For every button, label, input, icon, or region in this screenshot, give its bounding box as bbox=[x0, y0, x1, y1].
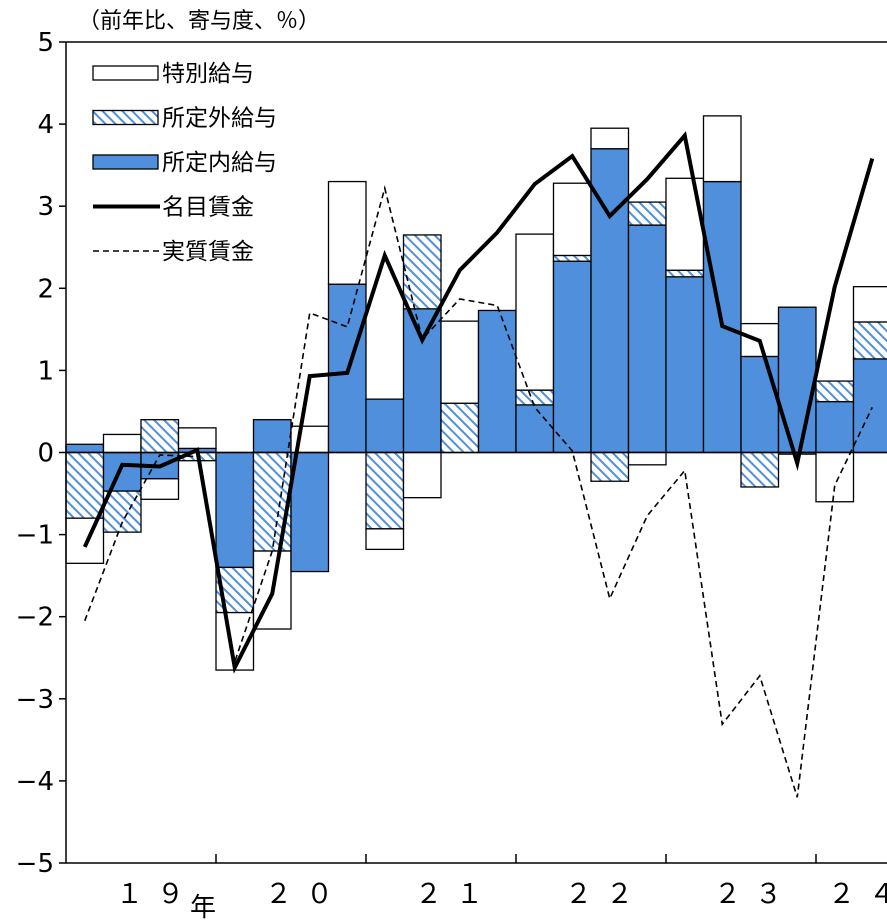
bar-white-17 bbox=[702, 115, 742, 183]
x-year-suffix: 年 bbox=[190, 893, 216, 921]
bar-white-0 bbox=[65, 517, 105, 564]
bar-hatched-20 bbox=[815, 380, 855, 403]
bar-hatched-8 bbox=[365, 451, 405, 530]
bar-blue-4 bbox=[215, 451, 255, 569]
bar-white-21 bbox=[852, 286, 887, 323]
bar-blue-5 bbox=[252, 419, 292, 454]
bar-blue-12 bbox=[515, 404, 555, 454]
bar-white-15 bbox=[627, 451, 667, 466]
x-year-label-5: ２４ bbox=[828, 879, 887, 910]
bar-hatched-9 bbox=[402, 234, 442, 310]
y-unit-label: （前年比、寄与度、％） bbox=[78, 9, 320, 34]
bar-white-14 bbox=[590, 127, 630, 150]
bar-blue-18 bbox=[740, 355, 780, 454]
bar-hatched-16 bbox=[665, 269, 705, 278]
y-tick-label: −1 bbox=[16, 521, 54, 551]
bar-white-2 bbox=[140, 478, 180, 500]
lines-group bbox=[82, 131, 875, 798]
bar-blue-1 bbox=[102, 451, 142, 492]
bar-hatched-14 bbox=[590, 451, 630, 482]
bar-blue-16 bbox=[665, 276, 705, 454]
bar-white-7 bbox=[327, 180, 367, 285]
y-tick-label: −4 bbox=[16, 767, 54, 797]
bar-blue-15 bbox=[627, 224, 667, 454]
bar-white-3 bbox=[177, 427, 217, 450]
bar-white-9 bbox=[402, 451, 442, 499]
bar-blue-21 bbox=[852, 358, 887, 454]
legend-swatch-blue bbox=[92, 154, 159, 170]
bars-group bbox=[65, 115, 887, 671]
y-tick-label: −2 bbox=[16, 603, 54, 633]
bar-white-10 bbox=[440, 320, 480, 404]
axes-group: 5 4 3 2 1 0 −1 −2 −3 −4 −5 １９ ２０ ２１ ２２ ２３ ２４ 年 bbox=[16, 28, 887, 921]
bar-blue-13 bbox=[552, 260, 592, 454]
bar-white-8 bbox=[365, 528, 405, 551]
legend-label-4: 実質賃金 bbox=[162, 239, 254, 265]
bar-blue-19 bbox=[777, 306, 817, 454]
bar-white-12 bbox=[515, 233, 555, 391]
y-tick-label: 4 bbox=[37, 110, 54, 140]
legend-swatch-white bbox=[92, 65, 159, 81]
y-tick-label: 2 bbox=[37, 274, 54, 304]
bar-hatched-2 bbox=[140, 419, 180, 454]
bar-blue-0 bbox=[65, 443, 105, 454]
bar-hatched-0 bbox=[65, 451, 105, 519]
bar-blue-6 bbox=[290, 451, 330, 573]
bar-hatched-10 bbox=[440, 402, 480, 454]
legend-label-2: 所定内給与 bbox=[162, 150, 277, 176]
bar-hatched-12 bbox=[515, 389, 555, 406]
y-tick-label: 0 bbox=[37, 439, 54, 469]
x-year-label-1: ２０ bbox=[265, 879, 347, 910]
bar-hatched-21 bbox=[852, 321, 887, 360]
legend-label-3: 名目賃金 bbox=[162, 195, 254, 221]
bar-white-20 bbox=[815, 451, 855, 503]
x-year-label-0: １９ bbox=[116, 879, 198, 910]
bar-hatched-18 bbox=[740, 451, 780, 488]
x-year-label-2: ２１ bbox=[415, 879, 497, 910]
legend-label-0: 特別給与 bbox=[162, 61, 254, 87]
y-tick-label: 1 bbox=[37, 356, 54, 386]
bar-white-13 bbox=[552, 182, 592, 257]
bar-hatched-13 bbox=[552, 254, 592, 262]
x-year-label-3: ２２ bbox=[565, 879, 647, 910]
bar-blue-9 bbox=[402, 308, 442, 454]
x-year-label-4: ２３ bbox=[714, 879, 796, 910]
bar-hatched-5 bbox=[252, 451, 292, 552]
bar-blue-8 bbox=[365, 398, 405, 454]
bar-hatched-1 bbox=[102, 490, 142, 533]
legend-label-1: 所定外給与 bbox=[162, 106, 277, 132]
y-tick-label: 5 bbox=[37, 28, 54, 58]
y-tick-label: 3 bbox=[37, 192, 54, 222]
bar-white-1 bbox=[102, 433, 142, 454]
bar-blue-11 bbox=[477, 309, 517, 454]
line-dashed bbox=[84, 184, 873, 798]
bar-hatched-15 bbox=[627, 201, 667, 226]
bar-blue-20 bbox=[815, 400, 855, 454]
y-tick-label: −3 bbox=[16, 685, 54, 715]
y-tick-label: −5 bbox=[16, 849, 54, 879]
legend-swatch-hatched bbox=[92, 109, 159, 126]
